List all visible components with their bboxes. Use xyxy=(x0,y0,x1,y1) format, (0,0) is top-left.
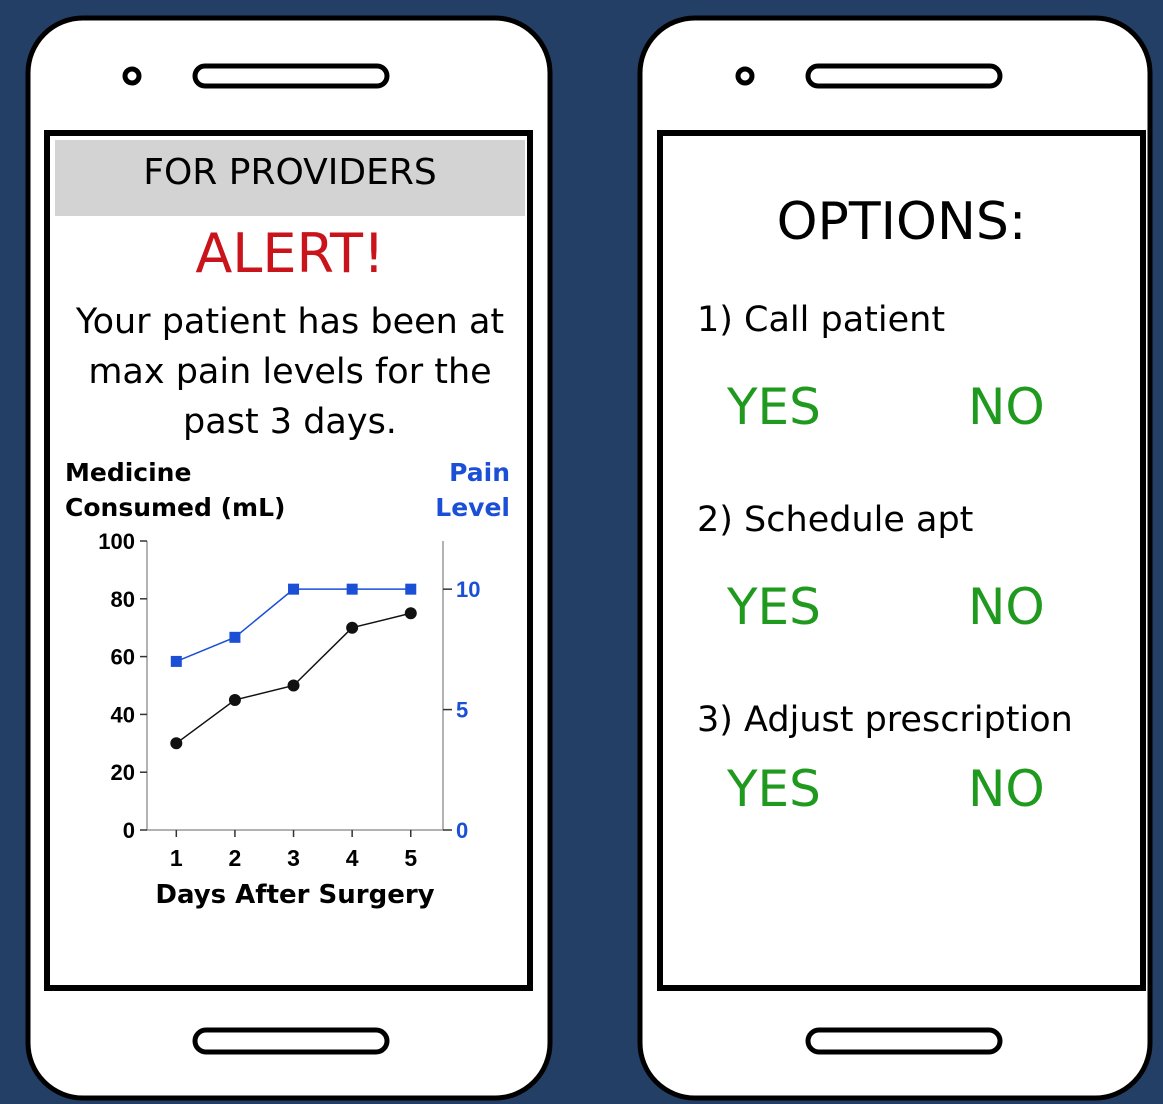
no[interactable]: NO xyxy=(968,578,1045,636)
y2-tick-label: 5 xyxy=(456,698,468,723)
y-tick-label: 40 xyxy=(111,702,135,727)
plot-frame xyxy=(146,541,444,831)
option-label: 2) Schedule apt xyxy=(697,500,974,540)
y-tick-label: 20 xyxy=(111,760,135,785)
y-tick-label: 0 xyxy=(123,818,135,843)
header: FOR PROVIDERS xyxy=(143,152,437,193)
message: Your patient has been at max pain levels… xyxy=(75,302,505,442)
y-tick-label: 60 xyxy=(111,645,135,670)
camera xyxy=(735,66,755,86)
y-axis-label: Medicine Consumed (mL) xyxy=(65,458,286,522)
x-tick-label: 4 xyxy=(346,845,359,871)
x-tick-label: 5 xyxy=(404,845,417,871)
yes[interactable]: YES xyxy=(727,378,821,436)
alert: ALERT! xyxy=(195,222,385,285)
y-tick-label: 100 xyxy=(98,529,135,554)
speaker xyxy=(805,63,1003,89)
chart: 0 20 40 60 80 100 0 5 10 1 2 3 4 5 xyxy=(98,529,480,871)
medicine-marker xyxy=(170,737,183,750)
x-tick-label: 3 xyxy=(287,845,300,871)
pain-marker xyxy=(405,583,417,595)
speaker xyxy=(192,63,390,89)
options-title: OPTIONS: xyxy=(776,192,1027,252)
medicine-marker xyxy=(404,607,417,620)
option-label: 1) Call patient xyxy=(697,300,946,340)
screen-right xyxy=(657,130,1146,991)
y-tick-label: 80 xyxy=(111,587,135,612)
x-tick-label: 2 xyxy=(229,845,242,871)
camera xyxy=(122,66,142,86)
medicine-marker xyxy=(228,693,241,706)
home-bar xyxy=(805,1027,1003,1055)
y2-axis-label: Pain Level xyxy=(435,458,510,522)
medicine-marker xyxy=(346,621,359,634)
no[interactable]: NO xyxy=(968,760,1045,818)
y2-tick-label: 0 xyxy=(456,818,468,843)
medicine-marker xyxy=(287,679,300,692)
x-tick-label: 1 xyxy=(170,845,183,871)
yes[interactable]: YES xyxy=(727,760,821,818)
yes[interactable]: YES xyxy=(727,578,821,636)
screen-left xyxy=(44,130,533,991)
x-axis-label: Days After Surgery xyxy=(155,880,435,910)
y2-tick-label: 10 xyxy=(456,577,480,602)
home-bar xyxy=(192,1027,390,1055)
option-label: 3) Adjust prescription xyxy=(697,700,1073,740)
pain-marker xyxy=(288,583,300,595)
pain-marker xyxy=(170,655,182,667)
header-bar xyxy=(55,140,525,216)
pain-marker xyxy=(346,583,358,595)
no[interactable]: NO xyxy=(968,378,1045,436)
pain-marker xyxy=(229,631,241,643)
